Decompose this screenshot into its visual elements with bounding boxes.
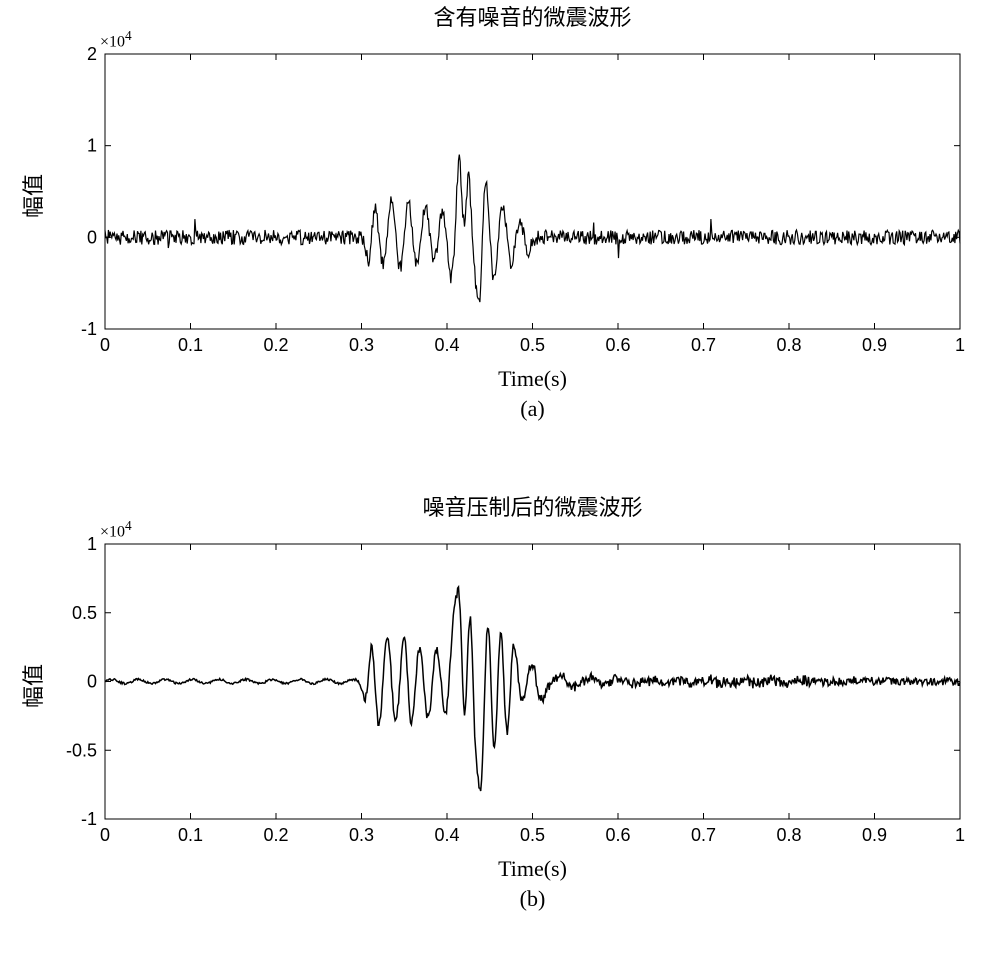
panel-b-ylabel: 幅值 bbox=[16, 664, 48, 708]
panel-a-ylabel: 幅值 bbox=[16, 174, 48, 218]
panel-a-title: 含有噪音的微震波形 bbox=[105, 0, 960, 32]
svg-text:0: 0 bbox=[100, 335, 110, 355]
svg-text:0.4: 0.4 bbox=[434, 335, 459, 355]
panel-a-exponent: ×104 bbox=[100, 28, 132, 51]
svg-text:0.7: 0.7 bbox=[691, 825, 716, 845]
panel-a: 含有噪音的微震波形 ×104 幅值 0 0.1 0.2 0.3 0.4 0.5 0.6 0.7… bbox=[0, 0, 1000, 422]
svg-text:0.8: 0.8 bbox=[776, 825, 801, 845]
svg-text:0.8: 0.8 bbox=[776, 335, 801, 355]
panel-b-exponent: ×104 bbox=[100, 518, 132, 541]
svg-text:0.4: 0.4 bbox=[434, 825, 459, 845]
svg-text:-0.5: -0.5 bbox=[66, 740, 97, 760]
svg-text:1: 1 bbox=[955, 825, 965, 845]
svg-text:-1: -1 bbox=[81, 319, 97, 339]
panel-b-sublabel: (b) bbox=[105, 886, 960, 912]
panel-b: 噪音压制后的微震波形 ×104 幅值 0 0.1 0.2 0.3 0.4 0.5 0.6 0.… bbox=[0, 490, 1000, 912]
panel-a-xlabel: Time(s) bbox=[105, 366, 960, 392]
svg-text:0.3: 0.3 bbox=[349, 825, 374, 845]
panel-b-xlabel: Time(s) bbox=[105, 856, 960, 882]
svg-text:0.6: 0.6 bbox=[605, 825, 630, 845]
panel-a-plot: 00.10.20.30.40.50.60.70.80.91-1012 bbox=[40, 34, 1000, 364]
svg-text:0.6: 0.6 bbox=[605, 335, 630, 355]
panel-b-plot: 0 0.1 0.2 0.3 0.4 0.5 0.6 0.7 0.8 0.9 1 -1 -0.5 0 0.5 1 bbox=[40, 524, 1000, 854]
svg-text:0.2: 0.2 bbox=[263, 825, 288, 845]
svg-text:0.3: 0.3 bbox=[349, 335, 374, 355]
svg-text:1: 1 bbox=[87, 136, 97, 156]
svg-text:0.9: 0.9 bbox=[862, 825, 887, 845]
svg-text:0.1: 0.1 bbox=[178, 825, 203, 845]
svg-text:1: 1 bbox=[87, 534, 97, 554]
svg-text:0.9: 0.9 bbox=[862, 335, 887, 355]
svg-text:0: 0 bbox=[87, 672, 97, 692]
svg-text:0: 0 bbox=[100, 825, 110, 845]
panel-b-title: 噪音压制后的微震波形 bbox=[105, 490, 960, 522]
svg-text:2: 2 bbox=[87, 44, 97, 64]
panel-a-sublabel: (a) bbox=[105, 396, 960, 422]
svg-text:0.1: 0.1 bbox=[178, 335, 203, 355]
svg-text:0.5: 0.5 bbox=[72, 603, 97, 623]
svg-text:1: 1 bbox=[955, 335, 965, 355]
svg-text:0.7: 0.7 bbox=[691, 335, 716, 355]
svg-text:0.2: 0.2 bbox=[263, 335, 288, 355]
svg-text:-1: -1 bbox=[81, 809, 97, 829]
svg-text:0.5: 0.5 bbox=[520, 335, 545, 355]
svg-text:0.5: 0.5 bbox=[520, 825, 545, 845]
svg-text:0: 0 bbox=[87, 227, 97, 247]
